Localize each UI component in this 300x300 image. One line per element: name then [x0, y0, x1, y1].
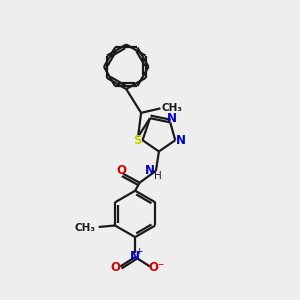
- Text: N: N: [167, 112, 177, 125]
- Text: +: +: [136, 247, 143, 256]
- Text: CH₃: CH₃: [162, 103, 183, 113]
- Text: CH₃: CH₃: [74, 224, 95, 233]
- Text: N: N: [130, 250, 140, 263]
- Text: N: N: [144, 164, 154, 177]
- Text: H: H: [154, 171, 161, 181]
- Text: S: S: [133, 134, 142, 147]
- Text: O: O: [117, 164, 127, 177]
- Text: N: N: [176, 134, 186, 147]
- Text: O: O: [110, 262, 120, 275]
- Text: O⁻: O⁻: [148, 262, 165, 275]
